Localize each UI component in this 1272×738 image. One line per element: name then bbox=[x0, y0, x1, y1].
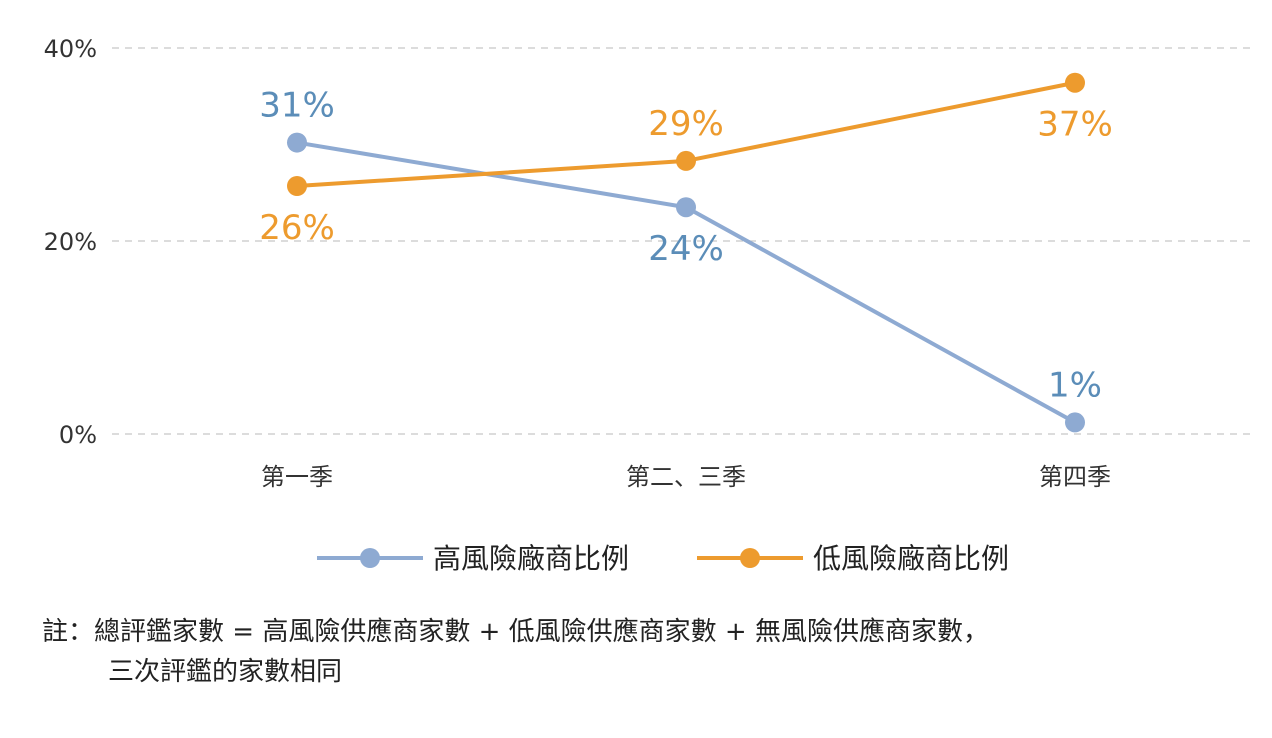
x-category-label: 第四季 bbox=[1039, 463, 1111, 491]
data-label: 29% bbox=[648, 104, 724, 144]
data-label: 26% bbox=[259, 208, 335, 248]
y-tick-label: 20% bbox=[44, 228, 97, 256]
legend: 高風險廠商比例 低風險廠商比例 bbox=[317, 542, 1009, 575]
data-labels: 31% 24% 1% 26% 29% 37% bbox=[259, 86, 1113, 406]
x-category-label: 第二、三季 bbox=[626, 463, 746, 491]
legend-label: 低風險廠商比例 bbox=[813, 542, 1009, 575]
x-category-label: 第一季 bbox=[261, 463, 333, 491]
data-point bbox=[1065, 72, 1085, 93]
footnote-line-1: 註：總評鑑家數 = 高風險供應商家數 + 低風險供應商家數 + 無風險供應商家數… bbox=[42, 617, 989, 647]
y-axis: 0% 20% 40% bbox=[44, 35, 97, 449]
data-points bbox=[287, 72, 1085, 433]
footnote: 註：總評鑑家數 = 高風險供應商家數 + 低風險供應商家數 + 無風險供應商家數… bbox=[42, 612, 1262, 692]
data-point bbox=[287, 132, 307, 153]
data-point bbox=[287, 175, 307, 196]
data-point bbox=[676, 150, 696, 171]
legend-label: 高風險廠商比例 bbox=[433, 542, 629, 575]
data-label: 37% bbox=[1037, 105, 1113, 145]
data-label: 24% bbox=[648, 229, 724, 269]
data-label: 31% bbox=[259, 86, 335, 126]
data-point bbox=[676, 197, 696, 218]
legend-marker bbox=[360, 548, 380, 568]
x-axis: 第一季 第二、三季 第四季 bbox=[261, 463, 1111, 491]
legend-marker bbox=[740, 548, 760, 568]
y-tick-label: 40% bbox=[44, 35, 97, 63]
footnote-line-2: 三次評鑑的家數相同 bbox=[108, 657, 343, 687]
line-chart: 0% 20% 40% 第一季 第二、三季 第四季 31% 24% 1% 26% 29% 37% 高… bbox=[44, 35, 1250, 575]
series-line bbox=[296, 140, 1076, 425]
y-tick-label: 0% bbox=[59, 421, 97, 449]
data-point bbox=[1065, 412, 1085, 433]
data-label: 1% bbox=[1048, 365, 1102, 405]
